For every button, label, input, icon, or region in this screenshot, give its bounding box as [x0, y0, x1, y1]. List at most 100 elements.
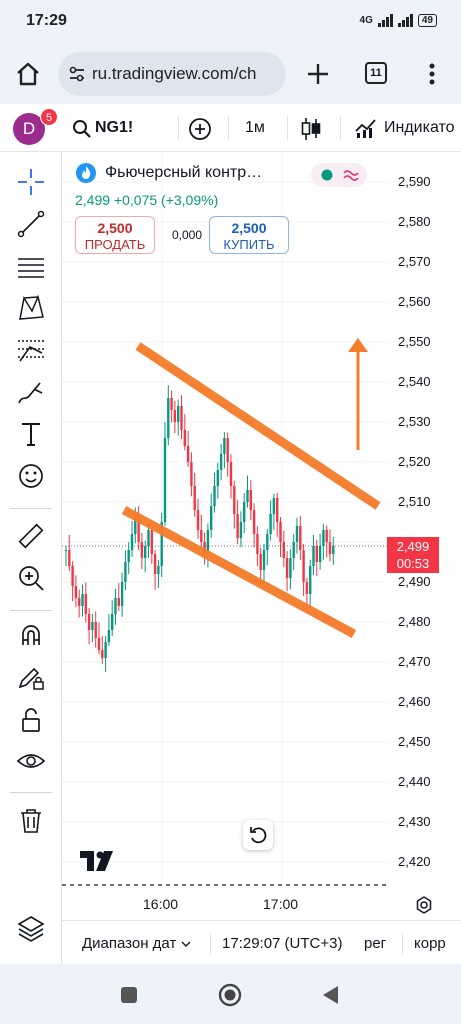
candle-body — [305, 582, 309, 594]
candle-body — [226, 438, 229, 462]
measure-tool[interactable] — [15, 520, 47, 552]
brush-tool[interactable] — [15, 376, 47, 408]
candle-body — [150, 530, 153, 554]
bottom-divider — [210, 933, 211, 955]
candle-body — [177, 406, 180, 422]
projection-icon — [18, 340, 44, 362]
price-tick: 2,470 — [398, 654, 431, 669]
candle-body — [252, 510, 256, 534]
search-icon[interactable] — [72, 119, 92, 139]
date-range-button[interactable]: Диапазон дат — [82, 935, 191, 952]
compare-add-icon[interactable] — [188, 117, 212, 141]
status-icons: 4G 49 — [360, 13, 437, 27]
remove-drawings-tool[interactable] — [15, 804, 47, 836]
more-menu-icon[interactable] — [422, 61, 442, 87]
text-tool[interactable] — [15, 418, 47, 450]
trend-line-drawing — [135, 342, 381, 510]
battery-icon: 49 — [417, 13, 437, 27]
candlestick-chart-type-icon[interactable] — [300, 116, 322, 142]
home-nav-icon[interactable] — [218, 983, 242, 1007]
fib-lines-icon — [18, 258, 44, 278]
object-tree-tool[interactable] — [15, 912, 47, 944]
magnet-icon — [22, 625, 40, 645]
price-tick: 2,510 — [398, 494, 431, 509]
drawing-toolbar — [0, 152, 62, 964]
candle-body — [210, 506, 213, 530]
sell-button[interactable]: 2,500 ПРОДАТЬ — [75, 216, 155, 254]
hide-drawings-tool[interactable] — [15, 746, 47, 778]
brush-icon — [18, 382, 43, 404]
candle-body — [111, 614, 114, 630]
candle-body — [196, 510, 200, 530]
new-tab-icon[interactable] — [305, 61, 331, 87]
candle-body — [134, 518, 137, 534]
settings-icon[interactable] — [414, 895, 434, 915]
sell-price: 2,500 — [97, 220, 133, 236]
status-time: 17:29 — [26, 12, 67, 29]
address-bar[interactable]: ru.tradingview.com/ch — [58, 52, 286, 96]
time-axis[interactable]: 16:00 17:00 — [62, 888, 461, 920]
interval-button[interactable]: 1м — [245, 119, 265, 136]
recents-icon[interactable] — [120, 986, 138, 1004]
crosshair-tool[interactable] — [15, 166, 47, 198]
candle-body — [87, 614, 91, 630]
buy-button[interactable]: 2,500 КУПИТЬ — [209, 216, 289, 254]
candle-body — [302, 550, 305, 582]
candle-body — [206, 530, 210, 554]
site-settings-icon[interactable] — [68, 66, 86, 82]
header-divider — [228, 116, 229, 140]
candle-body — [94, 622, 97, 638]
reset-chart-button[interactable] — [243, 820, 273, 850]
trend-line-tool[interactable] — [15, 208, 47, 240]
bottom-divider — [402, 933, 403, 955]
indicators-button[interactable]: Индикато — [384, 119, 455, 136]
candle-body — [243, 502, 246, 522]
price-chart[interactable] — [62, 152, 388, 888]
signal-icon-2 — [397, 13, 413, 27]
forecast-tool[interactable] — [15, 334, 47, 366]
last-price: 2,499 — [75, 192, 111, 208]
candle-body — [299, 526, 302, 550]
candle-body — [295, 526, 299, 542]
back-icon[interactable] — [321, 985, 339, 1005]
emoji-tool[interactable] — [15, 460, 47, 492]
timezone-button[interactable]: 17:29:07 (UTC+3) — [222, 935, 343, 952]
candle-body — [101, 650, 104, 658]
market-status-badges[interactable] — [311, 163, 367, 187]
price-tick: 2,420 — [398, 854, 431, 869]
pattern-tool[interactable] — [15, 292, 47, 324]
candle-body — [147, 530, 150, 546]
xabcd-pattern-icon — [19, 294, 44, 320]
trend-line-drawing — [121, 506, 357, 638]
zoom-in-icon — [19, 566, 44, 591]
chart-pane[interactable] — [62, 152, 388, 888]
candle-body — [173, 410, 177, 422]
lock-drawings-tool[interactable] — [15, 662, 47, 694]
toolbar-divider — [10, 610, 52, 611]
layers-icon — [17, 916, 45, 942]
price-axis[interactable]: 2,590 2,580 2,570 2,560 2,550 2,540 2,530 2,520… — [388, 152, 461, 888]
candle-body — [144, 546, 147, 558]
home-icon[interactable] — [14, 60, 42, 88]
session-button[interactable]: рег — [364, 935, 387, 952]
avatar[interactable]: D — [13, 113, 45, 145]
adjust-button[interactable]: корр — [414, 935, 446, 952]
candle-body — [64, 550, 68, 551]
candle-body — [315, 546, 318, 562]
horizontal-lines-tool[interactable] — [15, 250, 47, 282]
candle-body — [157, 566, 160, 574]
price-tick: 2,540 — [398, 374, 431, 389]
indicators-icon[interactable] — [354, 117, 378, 139]
magnet-tool[interactable] — [15, 620, 47, 652]
crosshair-icon — [18, 169, 44, 195]
symbol-search-button[interactable]: NG1! — [95, 119, 134, 136]
signal-icon — [377, 13, 393, 27]
price-tick: 2,440 — [398, 774, 431, 789]
candle-body — [325, 530, 328, 542]
tab-switcher-button[interactable]: 11 — [365, 62, 387, 84]
zoom-tool[interactable] — [15, 562, 47, 594]
price-tick: 2,580 — [398, 214, 431, 229]
lock-all-tool[interactable] — [15, 704, 47, 736]
candle-body — [78, 598, 81, 606]
symbol-description[interactable]: Фьючерсный контр… — [105, 164, 263, 181]
